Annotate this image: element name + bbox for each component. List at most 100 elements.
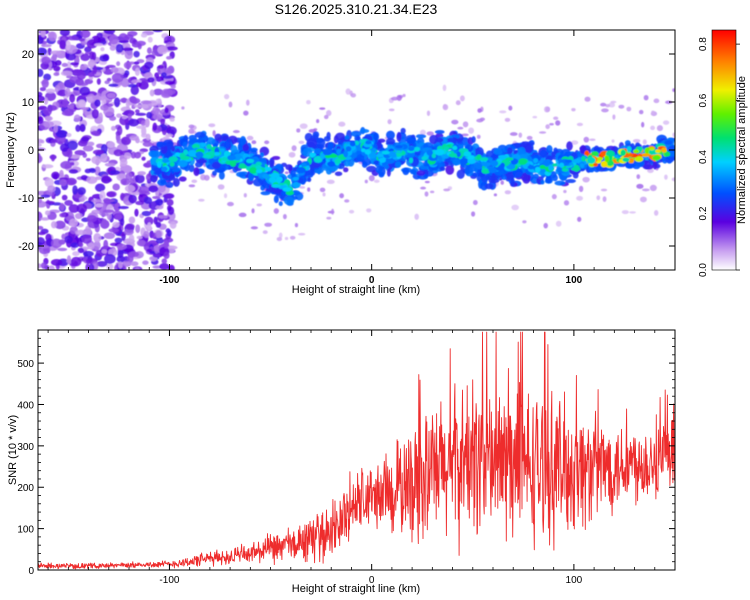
spectral-blob — [87, 72, 95, 78]
spectral-blob — [407, 146, 415, 152]
spectral-blob — [76, 71, 86, 80]
spectral-blob — [262, 230, 268, 235]
spectral-blob — [217, 184, 225, 190]
spectral-blob — [77, 247, 85, 254]
spectral-blob — [59, 169, 64, 177]
spectral-blob — [96, 260, 108, 267]
spectral-blob — [181, 106, 185, 110]
spectrogram-ylabel: Frequency (Hz) — [5, 112, 17, 188]
spectral-blob — [137, 185, 150, 194]
spectral-blob — [77, 187, 86, 195]
spectral-blob — [45, 88, 56, 94]
spectral-blob — [161, 258, 168, 264]
spectral-blob — [59, 143, 70, 152]
spectral-blob — [137, 171, 146, 176]
spectral-blob — [59, 212, 66, 218]
snr-ylabel: SNR (10 * v/v) — [7, 415, 19, 485]
spectral-blob — [169, 117, 175, 122]
spectral-blob — [555, 120, 561, 126]
spectral-blob — [294, 222, 299, 228]
spectral-blob — [396, 131, 402, 142]
spectral-blob — [542, 160, 551, 166]
spectral-blob — [38, 107, 44, 111]
spectral-blob — [79, 64, 88, 71]
spectral-blob — [386, 130, 395, 140]
spectral-blob — [161, 166, 168, 172]
spectral-blob — [638, 109, 644, 115]
spectral-blob — [620, 149, 627, 157]
spectral-blob — [128, 118, 140, 127]
spectral-blob — [394, 161, 402, 168]
spectral-blob — [533, 173, 539, 179]
spectral-blob — [284, 171, 289, 175]
colorbar-label: Normalized spectral amplitude — [736, 76, 748, 224]
spectral-blob — [110, 125, 116, 131]
spectral-blob — [456, 169, 465, 179]
spectral-blob — [136, 235, 143, 240]
spectral-blob — [127, 113, 132, 119]
spectrogram-field — [38, 30, 675, 270]
spectral-blob — [146, 222, 152, 231]
spectral-blob — [527, 165, 535, 170]
spectral-blob — [134, 267, 140, 270]
spectral-blob — [113, 202, 121, 212]
spectral-blob — [61, 194, 68, 201]
spectral-blob — [39, 87, 47, 92]
spectral-blob — [188, 128, 195, 134]
spectral-blob — [41, 78, 49, 88]
spectral-blob — [144, 118, 150, 128]
spectral-blob — [563, 189, 567, 194]
spectral-blob — [64, 87, 71, 98]
spectral-blob — [155, 98, 162, 104]
spectral-blob — [206, 144, 212, 150]
spectral-blob — [283, 196, 295, 206]
spectral-blob — [390, 96, 399, 101]
spectral-blob — [148, 150, 159, 158]
spectral-blob — [298, 140, 305, 145]
snr-panel: -100 0 100 0 100 200 300 400 500 Height of strai… — [7, 329, 676, 595]
spectral-blob — [327, 161, 336, 167]
spectral-blob — [106, 92, 116, 99]
spectral-blob — [41, 164, 54, 169]
spectral-blob — [155, 230, 162, 238]
spectral-blob — [87, 242, 95, 250]
spectral-blob — [600, 160, 608, 168]
spectral-blob — [78, 38, 85, 42]
spectral-blob — [243, 110, 249, 116]
spectral-blob — [124, 49, 134, 60]
spectral-blob — [373, 132, 380, 141]
spectral-blob — [625, 162, 635, 169]
spectral-blob — [121, 47, 134, 52]
spectral-blob — [38, 231, 46, 236]
spectral-blob — [386, 168, 391, 177]
spectral-blob — [91, 130, 100, 136]
spectral-blob — [70, 62, 79, 66]
spectral-blob — [461, 133, 469, 137]
spectral-blob — [65, 40, 71, 51]
spectral-blob — [508, 105, 513, 111]
spectral-blob — [285, 164, 293, 171]
snr-ytick-label: 100 — [17, 525, 34, 536]
spectral-blob — [38, 153, 41, 163]
spectral-blob — [463, 151, 472, 157]
spectral-blob — [576, 195, 584, 201]
spectral-blob — [43, 120, 54, 128]
spectral-blob — [560, 148, 571, 159]
spectral-blob — [604, 155, 610, 163]
spectral-blob — [314, 148, 322, 155]
spectral-blob — [89, 51, 95, 60]
spectral-blob — [429, 134, 438, 145]
spectral-blob — [639, 196, 647, 203]
spectral-blob — [165, 181, 174, 189]
snr-series-line — [38, 331, 675, 570]
spectral-blob — [368, 175, 375, 182]
spectral-blob — [112, 221, 120, 228]
spectral-blob — [518, 158, 527, 165]
spectral-blob — [501, 175, 507, 181]
spectral-blob — [426, 149, 433, 156]
spectral-blob — [111, 72, 124, 83]
spectral-blob — [250, 226, 258, 230]
spectrogram-ytick-label: 20 — [22, 49, 34, 61]
spectral-blob — [339, 193, 344, 199]
spectral-blob — [331, 208, 335, 215]
